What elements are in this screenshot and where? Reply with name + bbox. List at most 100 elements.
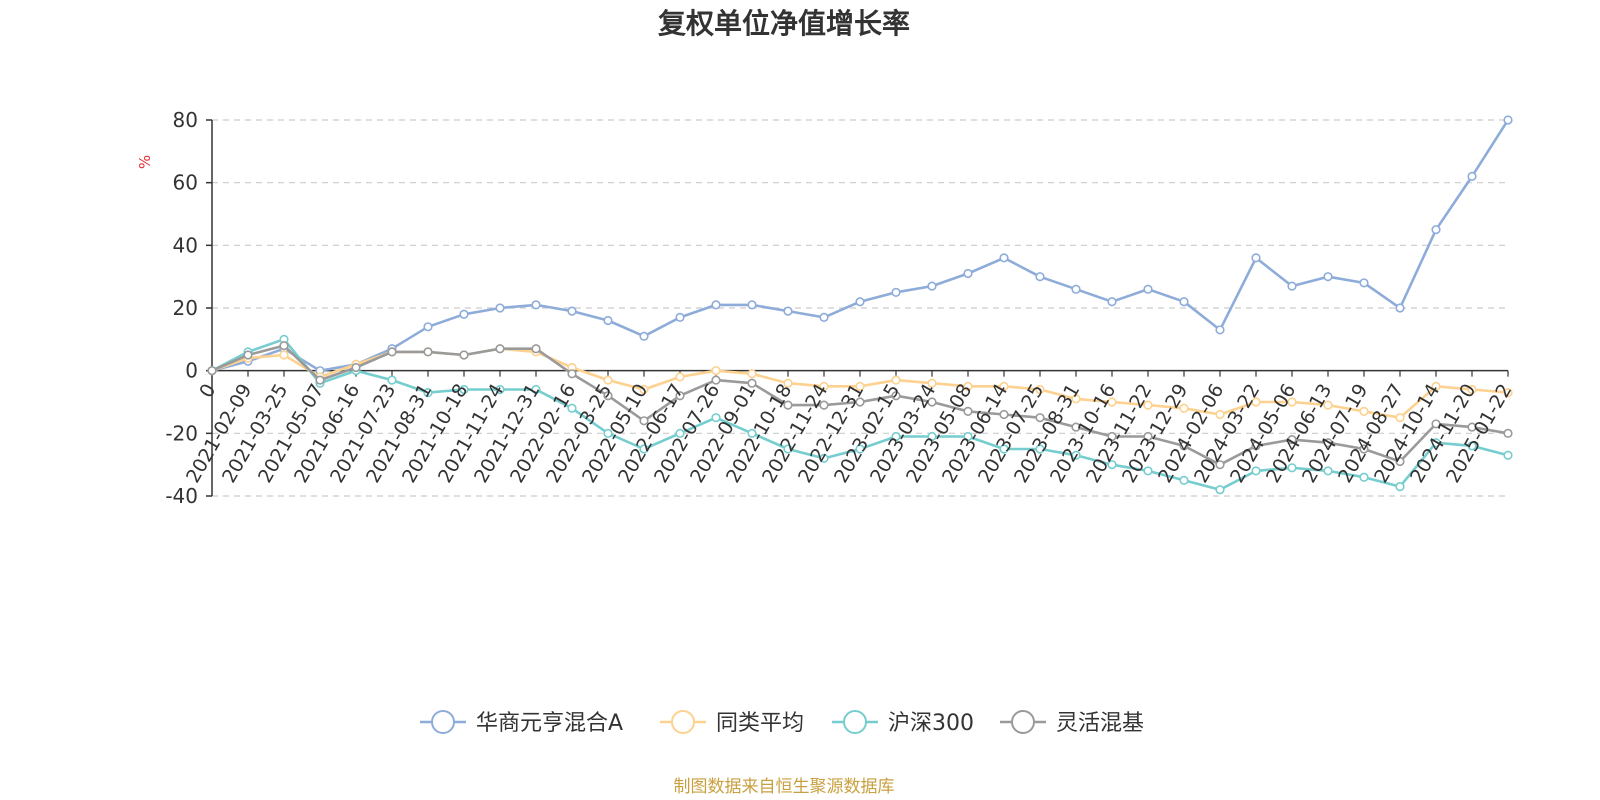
- data-point: [1503, 450, 1513, 460]
- data-point: [1179, 475, 1189, 485]
- y-axis-unit: %: [136, 155, 154, 169]
- data-point: [1251, 441, 1261, 451]
- data-point: [711, 300, 721, 310]
- data-point: [279, 350, 289, 360]
- data-point: [387, 347, 397, 357]
- data-point: [1359, 444, 1369, 454]
- data-point: [1107, 460, 1117, 470]
- data-point: [1071, 284, 1081, 294]
- data-point: [1359, 278, 1369, 288]
- data-point: [999, 409, 1009, 420]
- data-point: [243, 350, 253, 360]
- data-point: [1251, 253, 1261, 263]
- data-point: [531, 344, 541, 354]
- legend-label: 灵活混基: [1056, 711, 1144, 736]
- data-point: [819, 453, 829, 464]
- data-point: [1251, 466, 1261, 476]
- data-point: [1323, 438, 1333, 448]
- data-point: [1215, 460, 1225, 470]
- data-point: [1287, 397, 1297, 407]
- data-point: [1359, 472, 1369, 482]
- data-point: [963, 406, 973, 417]
- legend-label: 同类平均: [716, 711, 804, 736]
- data-point: [891, 375, 901, 385]
- data-point: [423, 347, 433, 357]
- data-point: [495, 384, 505, 395]
- data-point: [1323, 466, 1333, 476]
- data-point: [927, 378, 937, 388]
- data-point: [1431, 225, 1441, 235]
- data-point: [603, 428, 613, 438]
- data-point: [387, 375, 397, 385]
- y-tick-label: -20: [165, 421, 198, 445]
- data-point: [567, 403, 577, 413]
- data-point: [531, 300, 541, 310]
- data-point: [927, 281, 937, 291]
- data-point: [675, 312, 685, 323]
- data-point: [1431, 419, 1441, 429]
- data-point: [1035, 272, 1045, 282]
- data-point: [711, 375, 721, 385]
- y-tick-label: 0: [185, 359, 198, 383]
- data-point: [927, 397, 937, 407]
- data-point: [1287, 435, 1297, 445]
- legend-marker: [1011, 710, 1035, 734]
- data-point: [567, 306, 577, 316]
- data-point: [495, 344, 505, 354]
- data-point: [1107, 431, 1117, 442]
- data-point: [855, 381, 865, 391]
- data-point: [963, 268, 973, 279]
- legend-item: 同类平均: [660, 710, 804, 736]
- data-point: [675, 372, 685, 382]
- data-point: [207, 366, 217, 376]
- data-point: [1395, 303, 1405, 313]
- data-point: [639, 331, 649, 341]
- data-point: [1035, 444, 1045, 454]
- data-point: [999, 253, 1009, 263]
- y-tick-labels: 80 60 40 20 0 -20 -40: [165, 108, 198, 508]
- data-point: [1215, 485, 1225, 495]
- data-point: [1215, 409, 1225, 420]
- x-tick-label: 0: [195, 380, 220, 401]
- legend-marker: [431, 710, 455, 734]
- data-point: [1071, 422, 1081, 432]
- data-point: [675, 391, 685, 401]
- data-point: [891, 431, 901, 442]
- data-point: [1251, 397, 1261, 407]
- data-point: [459, 309, 469, 319]
- data-point: [1107, 397, 1117, 407]
- data-point: [675, 428, 685, 438]
- data-point: [855, 444, 865, 454]
- series-lines: [207, 115, 1513, 495]
- data-point: [963, 431, 973, 442]
- data-point: [963, 381, 973, 391]
- data-point: [1323, 400, 1333, 410]
- legend-label: 华商元亨混合A: [476, 711, 623, 736]
- data-point: [315, 375, 325, 385]
- data-point: [423, 388, 433, 398]
- y-tick-label: 20: [173, 296, 198, 320]
- data-point: [927, 431, 937, 442]
- legend-item: 灵活混基: [1000, 710, 1144, 736]
- data-point: [747, 369, 757, 379]
- data-point: [1035, 413, 1045, 423]
- data-point: [639, 384, 649, 395]
- data-point: [1431, 381, 1441, 391]
- y-tick-label: 40: [173, 233, 198, 257]
- legend-marker: [843, 710, 867, 734]
- data-point: [1503, 428, 1513, 438]
- data-point: [531, 384, 541, 395]
- data-point: [1215, 325, 1225, 335]
- data-point: [783, 400, 793, 410]
- data-point: [999, 444, 1009, 454]
- data-point: [459, 384, 469, 395]
- source-note: 制图数据来自恒生聚源数据库: [674, 777, 895, 797]
- data-point: [747, 300, 757, 310]
- legend-item: 沪深300: [832, 710, 974, 736]
- series-0: [207, 115, 1513, 376]
- data-point: [1179, 403, 1189, 413]
- data-point: [1395, 482, 1405, 492]
- data-point: [1107, 297, 1117, 307]
- data-point: [1323, 272, 1333, 282]
